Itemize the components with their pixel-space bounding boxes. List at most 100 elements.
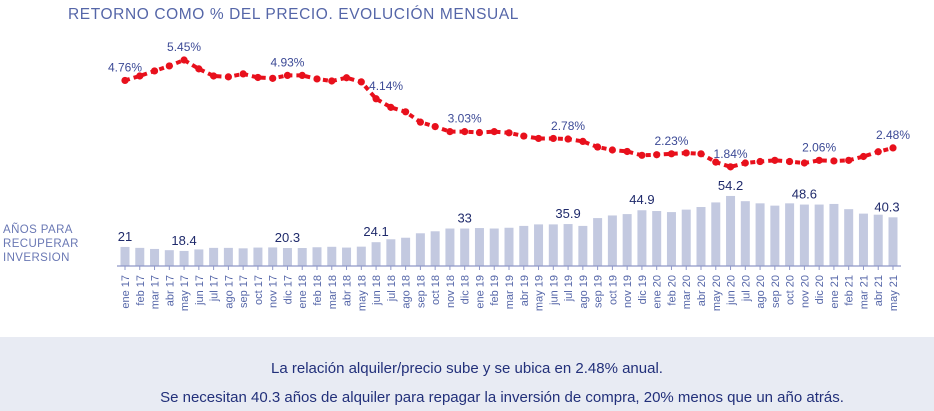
bar [504, 227, 514, 266]
line-point [859, 152, 868, 161]
bar [844, 209, 854, 266]
line-point [549, 134, 557, 143]
bar [755, 203, 765, 266]
x-tick-label: sep 20 [770, 275, 782, 308]
bar [194, 249, 204, 266]
bar [607, 215, 617, 266]
bar [430, 231, 440, 266]
line-point [416, 118, 424, 126]
line-point [239, 70, 247, 78]
x-tick-label: jul 20 [740, 275, 752, 302]
line-point [195, 65, 203, 73]
bar-data-label: 48.6 [792, 187, 817, 202]
line-point [180, 56, 188, 64]
bar [135, 247, 145, 266]
bar-data-label: 20.3 [275, 230, 300, 245]
bar-data-label: 33 [457, 211, 471, 226]
x-tick-label: dic 17 [282, 275, 294, 304]
line-point [889, 144, 897, 152]
x-tick-label: mar 19 [504, 275, 516, 309]
x-tick-label: ene 19 [474, 275, 486, 309]
bar [179, 250, 189, 266]
summary-line-2: Se necesitan 40.3 años de alquiler para … [160, 389, 844, 406]
bar [652, 211, 662, 266]
line-point [342, 74, 351, 82]
bar-data-label: 54.2 [718, 178, 743, 193]
bar [873, 214, 883, 266]
line-point [815, 156, 823, 164]
x-tick-label: may 20 [711, 275, 723, 311]
x-tick-label: may 17 [179, 275, 191, 311]
line-point [505, 129, 513, 137]
bar [666, 212, 676, 266]
line-data-label: 5.45% [167, 40, 201, 54]
line-point [653, 151, 661, 159]
bar [268, 247, 278, 266]
bar [637, 210, 647, 266]
x-tick-label: feb 21 [844, 275, 856, 306]
bar [711, 202, 721, 266]
line-point [224, 73, 232, 81]
x-tick-label: jul 19 [563, 275, 575, 302]
line-point [283, 71, 292, 79]
x-tick-label: jun 17 [194, 275, 206, 306]
x-tick-label: may 18 [356, 275, 368, 311]
line-data-label: 4.14% [369, 79, 403, 93]
bar [814, 204, 824, 266]
bar [164, 250, 174, 266]
x-tick-label: mar 20 [681, 275, 693, 309]
bar [548, 224, 558, 266]
bar [489, 228, 499, 266]
x-tick-label: ene 17 [120, 275, 132, 309]
x-tick-label: may 19 [534, 275, 546, 311]
bar-data-label: 24.1 [363, 224, 388, 239]
x-tick-label: oct 17 [253, 275, 265, 305]
bar-data-label: 18.4 [171, 233, 196, 248]
bar [297, 248, 307, 266]
chart-title: RETORNO COMO % DEL PRECIO. EVOLUCIÓN MEN… [68, 6, 519, 23]
line-point [638, 151, 646, 159]
bar [578, 225, 588, 266]
bar [312, 247, 322, 266]
x-tick-label: jun 20 [726, 275, 738, 306]
x-tick-label: jul 18 [386, 275, 398, 302]
line-point [372, 95, 380, 103]
line-point [874, 148, 882, 156]
x-tick-label: feb 17 [135, 275, 147, 306]
bar-data-label: 35.9 [555, 206, 580, 221]
bar [327, 246, 337, 266]
x-tick-label: ago 17 [223, 275, 235, 309]
line-point [800, 159, 808, 167]
bar [223, 247, 233, 266]
line-point [756, 157, 764, 166]
line-point [712, 158, 720, 166]
x-tick-label: nov 17 [268, 275, 280, 308]
bar [371, 242, 381, 266]
bar-axis-label-line-3: INVERSION [3, 252, 70, 264]
line-point [771, 156, 779, 164]
combo-chart: 21 18.4 20.3 24.1 33 35.9 44.9 54.2 48.6 40.3 ene… [108, 40, 910, 311]
bar [622, 214, 632, 266]
x-tick-label: sep 18 [415, 275, 427, 308]
bar [150, 248, 160, 266]
line-point [165, 62, 173, 70]
bar [888, 217, 898, 266]
line-point [254, 73, 262, 82]
line-point [845, 156, 853, 164]
line-point [402, 108, 410, 116]
x-tick-label: jul 17 [209, 275, 221, 302]
line-data-label: 3.03% [448, 112, 482, 126]
bar [785, 203, 795, 266]
bar [415, 233, 425, 266]
bar-axis-label-line-2: RECUPERAR [3, 238, 79, 250]
line-point [475, 128, 484, 137]
line-point [136, 72, 144, 80]
line-point [520, 132, 528, 140]
x-tick-label: oct 19 [607, 275, 619, 305]
line-series [121, 56, 897, 171]
x-tick-label: sep 19 [593, 275, 605, 308]
x-tick-label: abr 20 [696, 275, 708, 306]
bar-data-label: 21 [118, 229, 132, 244]
bar [593, 218, 603, 266]
bar [799, 204, 809, 266]
